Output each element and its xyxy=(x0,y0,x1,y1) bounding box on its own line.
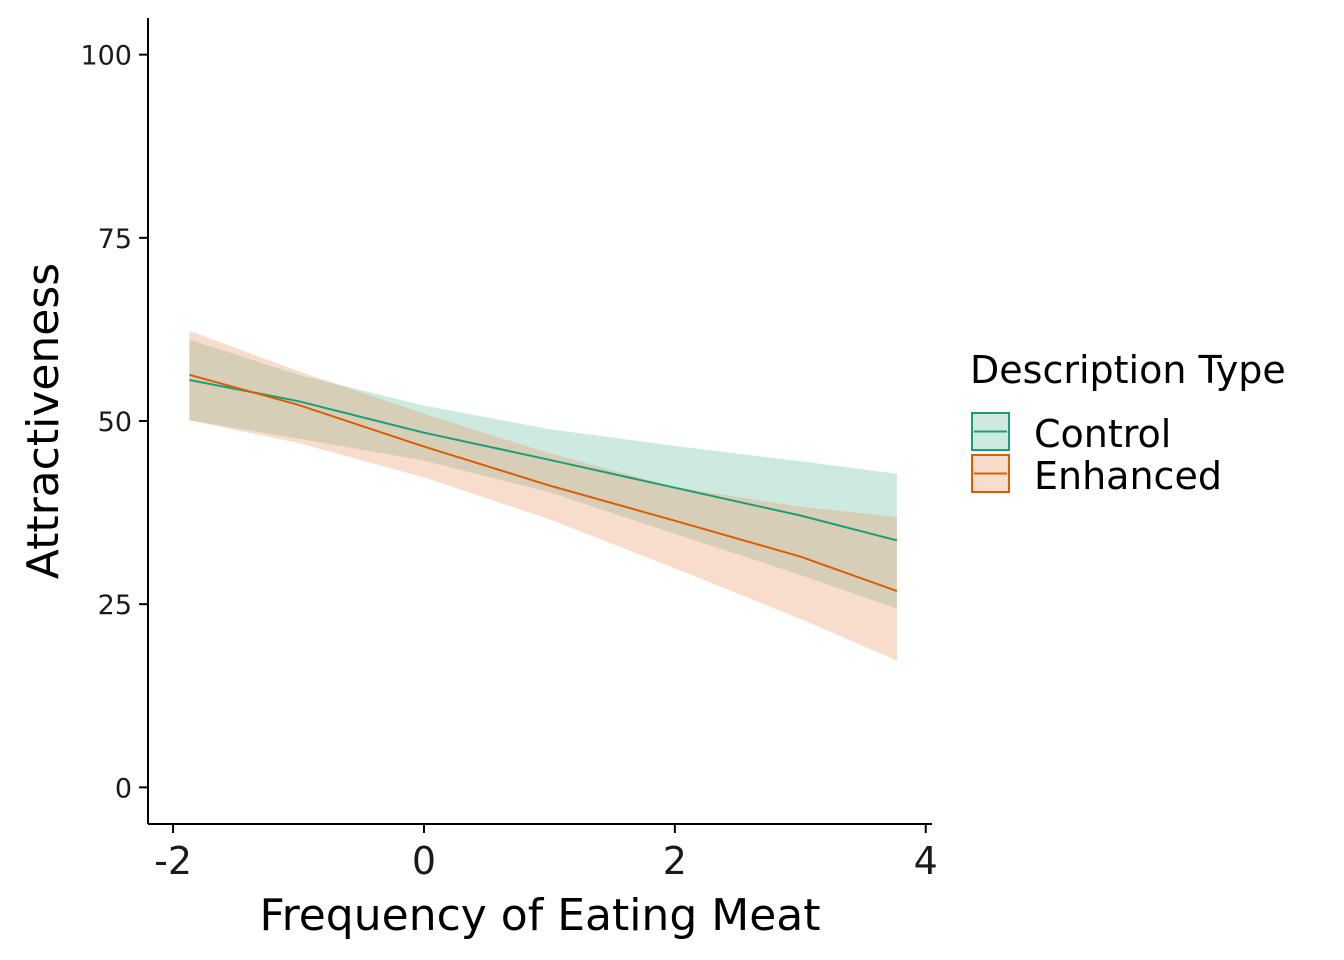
x-tick-label: 2 xyxy=(663,839,687,883)
legend-entry-enhanced: Enhanced xyxy=(971,454,1222,498)
x-axis-ticks: -2 0 2 4 xyxy=(154,824,938,883)
y-tick-label: 50 xyxy=(98,407,132,438)
x-axis-title: Frequency of Eating Meat xyxy=(260,890,821,941)
fit-lines xyxy=(189,373,898,592)
y-tick-label: 75 xyxy=(98,224,132,255)
legend-title: Description Type xyxy=(970,348,1286,392)
x-tick-label: 0 xyxy=(412,839,436,883)
x-tick-label: -2 xyxy=(154,839,192,883)
y-tick-label: 100 xyxy=(80,41,132,72)
control-confidence-band xyxy=(189,339,897,609)
y-tick-label: 25 xyxy=(98,590,132,621)
y-axis-title: Attractiveness xyxy=(18,263,69,579)
y-axis-ticks: 0 25 50 75 100 xyxy=(80,41,148,804)
enhanced-fit-line xyxy=(189,373,898,592)
legend-entry-control: Control xyxy=(971,412,1171,456)
enhanced-confidence-band xyxy=(189,330,897,661)
x-tick-label: 4 xyxy=(914,839,938,883)
control-fit-line xyxy=(189,379,898,542)
legend-label: Control xyxy=(1034,412,1171,456)
legend-label: Enhanced xyxy=(1034,454,1222,498)
confidence-bands xyxy=(189,330,897,661)
y-tick-label: 0 xyxy=(115,773,132,804)
